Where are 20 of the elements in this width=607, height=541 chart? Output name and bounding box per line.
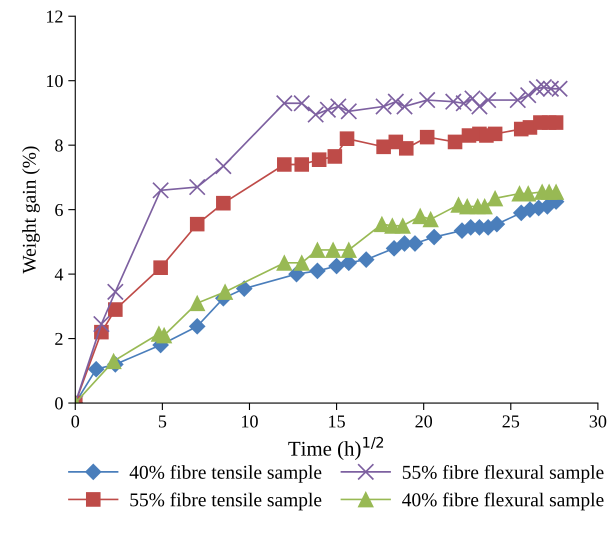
y-tick-label: 0	[55, 397, 63, 410]
x-tick-label: 20	[415, 415, 432, 428]
y-tick-label: 10	[46, 74, 63, 88]
y-tick-label: 2	[55, 332, 62, 345]
y-tick-label: 4	[54, 268, 64, 280]
legend-label: 40% fibre tensile sample	[130, 464, 322, 483]
legend-label: 40% fibre flexural sample	[402, 492, 604, 510]
legend-label: 55% fibre flexural sample	[402, 464, 604, 483]
x-tick-label: 10	[242, 415, 258, 428]
x-tick-label: 0	[71, 415, 80, 428]
y-tick-label: 12	[46, 10, 62, 22]
legend-label: 55% fibre tensile sample	[130, 492, 322, 510]
x-tick-label: 15	[329, 415, 345, 428]
x-tick-label: 30	[590, 415, 606, 428]
x-tick-label: 25	[502, 415, 520, 428]
y-tick-label: 6	[55, 204, 63, 216]
y-axis-title: Weight gain (%)	[22, 146, 40, 274]
x-axis-title: Time (h)$^{1/2}$	[288, 436, 384, 460]
x-tick-label: 5	[158, 416, 166, 428]
y-tick-label: 8	[55, 139, 63, 152]
